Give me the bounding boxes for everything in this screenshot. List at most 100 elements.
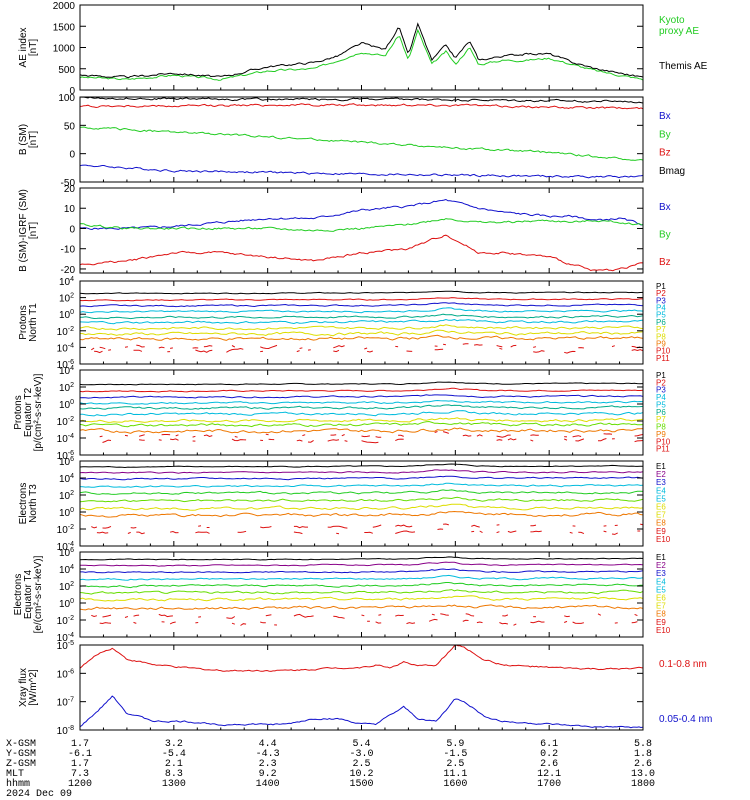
xray-flux-ytick-label: 10-5: [57, 640, 74, 652]
ytick-base: 10: [59, 474, 71, 485]
orbit-value: 1600: [443, 779, 467, 790]
electrons-t3-channel-label: E3: [656, 478, 666, 487]
ytick-exponent: 0: [70, 507, 74, 514]
protons-t1-ylabel: North T1: [28, 303, 39, 342]
orbit-value: 1.8: [634, 749, 652, 760]
protons-t2-ytick-label: 104: [59, 365, 74, 377]
b-minus-igrf-ylabel: B (SM)-IGRF (SM): [18, 189, 29, 272]
protons-t1-channel-line: [80, 329, 643, 337]
ae-index-legend-item: Themis AE: [659, 61, 708, 72]
ytick-base: 10: [59, 400, 71, 411]
protons-t1-channel-line: [80, 290, 643, 295]
ytick-exponent: -6: [68, 359, 74, 366]
ytick-exponent: -4: [68, 433, 74, 440]
xray-flux-plot-area: [80, 645, 643, 729]
orbit-table: X-GSMY-GSMZ-GSMMLThhmm1.7-6.11.77.312003…: [6, 739, 655, 800]
protons-t1-ytick-label: 10-2: [57, 326, 74, 338]
electrons-t4-channel-label: E4: [656, 577, 666, 586]
protons-t2-channel-label: P8: [656, 423, 666, 432]
ytick-exponent: 6: [70, 547, 74, 554]
protons-t2-channel-line: [99, 431, 643, 438]
b-sm-ytick-label: 100: [58, 93, 75, 104]
electrons-t3-plot-area: [80, 463, 643, 535]
ytick-base: 10: [59, 277, 71, 288]
protons-t2-ytick-label: 10-6: [57, 450, 74, 462]
b-sm-ylabel: B (SM): [18, 124, 29, 155]
protons-t1-channel-line: [80, 297, 643, 302]
protons-t1-channel-line: [80, 324, 643, 331]
electrons-t3-ylabel: Electrons: [18, 483, 29, 525]
electrons-t3-channel-line: [80, 475, 643, 481]
protons-t1-channel-line: [91, 343, 641, 351]
protons-t1-ylabel: Protons: [18, 305, 29, 339]
protons-t2-channel-line: [80, 404, 643, 410]
orbit-value: 0.2: [540, 749, 558, 760]
electrons-t4-ytick-label: 104: [59, 564, 74, 576]
electrons-t3-ytick-label: 106: [59, 456, 74, 468]
b-sm-ylabel: [nT]: [28, 131, 39, 148]
orbit-value: 2.1: [165, 759, 183, 770]
ytick-exponent: -2: [68, 615, 74, 622]
ytick-exponent: -4: [68, 342, 74, 349]
b-sm-series-bz: [80, 103, 643, 110]
ytick-base: 10: [59, 599, 71, 610]
protons-t1-channel-label: P1: [656, 282, 666, 291]
ytick-exponent: -7: [68, 697, 74, 704]
ytick-exponent: 2: [70, 293, 74, 300]
protons-t1-channel-label: P8: [656, 332, 666, 341]
protons-t2-channel-label: P9: [656, 430, 666, 439]
electrons-t4-ytick-label: 10-4: [57, 632, 74, 644]
b-minus-igrf-legend-item: Bz: [659, 257, 671, 268]
electrons-t3-channel-label: E7: [656, 511, 666, 520]
electrons-t3-channel-line: [80, 482, 643, 488]
electrons-t4-channel-label: E8: [656, 610, 666, 619]
orbit-row-label: Z-GSM: [6, 759, 36, 770]
electrons-t4-channel-line: [80, 568, 643, 574]
b-sm-legend-item: Bmag: [659, 166, 685, 177]
ytick-base: 10: [59, 582, 71, 593]
electrons-t4-channel-line: [80, 556, 643, 561]
orbit-row-label: Y-GSM: [6, 749, 36, 760]
b-sm-series-by: [80, 126, 643, 161]
electrons-t4-channel-line: [80, 589, 643, 595]
protons-t2-channel-line: [80, 381, 643, 386]
protons-t2-channel-label: P6: [656, 408, 666, 417]
ytick-exponent: -2: [68, 326, 74, 333]
ytick-base: 10: [57, 327, 69, 338]
electrons-t4-frame: [79, 551, 644, 638]
electrons-t4-channel-label: E9: [656, 618, 666, 627]
electrons-t4-channel-line: [80, 574, 643, 581]
xray-flux-ylabel: [W/m^2]: [28, 669, 39, 706]
electrons-t3-channel-line: [80, 469, 643, 474]
ytick-exponent: 4: [70, 365, 74, 372]
ytick-base: 10: [59, 383, 71, 394]
b-minus-igrf-plot-area: [80, 198, 643, 272]
electrons-t4-channel-line: [91, 614, 643, 619]
electrons-t4-channel-label: E10: [656, 626, 671, 635]
electrons-t4-channel-line: [80, 595, 643, 602]
protons-t1-channel-line: [80, 302, 643, 308]
orbit-value: 8.3: [165, 769, 183, 780]
orbit-value: 11.1: [443, 769, 467, 780]
orbit-value: -3.0: [349, 749, 373, 760]
protons-t2-channel-line: [80, 410, 643, 417]
xray-flux-legend-item: 0.05-0.4 nm: [659, 714, 712, 725]
protons-t2-channel-label: P1: [656, 371, 666, 380]
b-sm-ytick-label: 0: [69, 150, 75, 161]
ytick-exponent: -2: [68, 524, 74, 531]
orbit-value: 5.8: [634, 739, 652, 750]
b-sm-panel: 100 50 0 -50 B (SM) [nT] Bx By Bz Bmag: [18, 93, 685, 189]
electrons-t4-channel-label: E7: [656, 602, 666, 611]
orbit-value: 13.0: [631, 769, 655, 780]
b-minus-igrf-panel: 20 10 0 -10 -20 B (SM)-IGRF (SM) [nT] Bx By Bz: [18, 184, 671, 276]
protons-t1-channel-label: P6: [656, 318, 666, 327]
xray-flux-ytick-label: 10-7: [57, 697, 74, 709]
ytick-exponent: -6: [68, 450, 74, 457]
ae-index-ytick-label: 0: [69, 86, 75, 97]
protons-t2-channel-label: P2: [656, 378, 666, 387]
orbit-row-label: MLT: [6, 769, 24, 780]
ytick-exponent: -6: [68, 668, 74, 675]
